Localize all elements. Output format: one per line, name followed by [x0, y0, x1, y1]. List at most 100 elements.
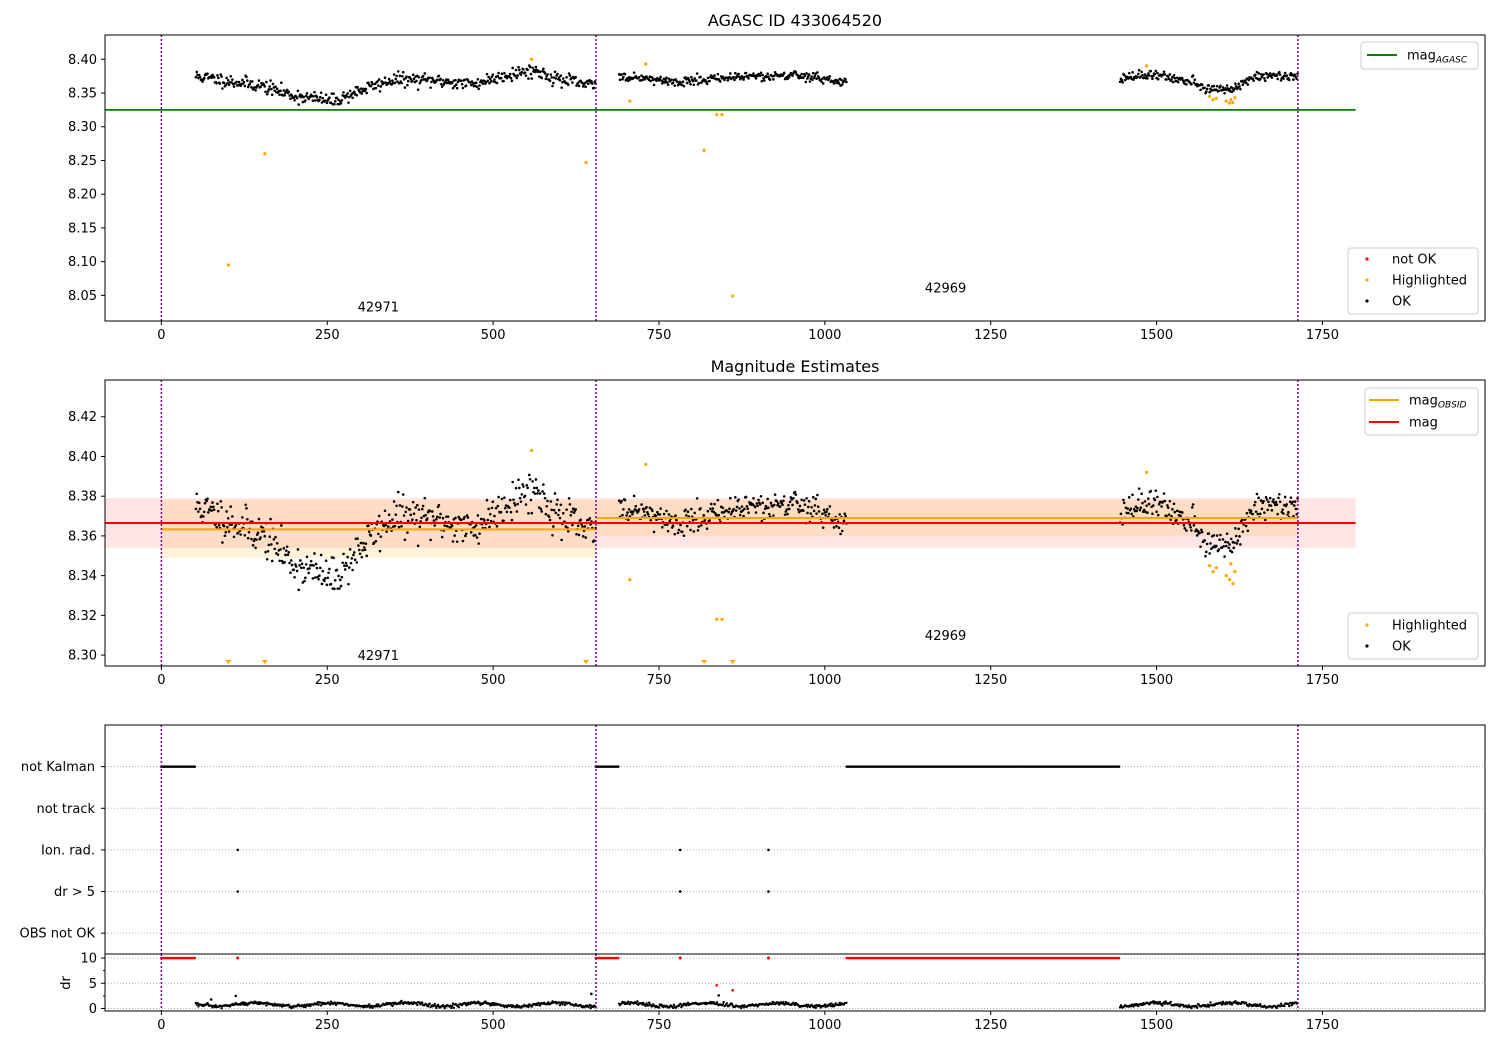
mid-xtick-label: 0 — [157, 673, 165, 688]
ok-point — [302, 566, 306, 569]
ok-point — [1146, 77, 1149, 80]
ok-point — [313, 552, 316, 555]
ok-point — [592, 86, 596, 90]
ok-point — [318, 574, 321, 577]
ok-point — [523, 494, 527, 498]
ok-point — [373, 82, 377, 86]
ok-point — [1192, 81, 1196, 84]
ok-point — [544, 512, 548, 516]
ok-point — [1137, 487, 1141, 490]
ok-point — [832, 526, 836, 529]
ok-point — [1215, 534, 1219, 537]
ok-point — [466, 78, 470, 82]
ok-point — [512, 498, 515, 502]
ok-point — [548, 518, 552, 522]
ok-point — [250, 86, 253, 89]
ok-point — [227, 83, 231, 87]
ok-point — [543, 72, 547, 75]
ok-point — [461, 539, 465, 543]
ok-point — [346, 92, 349, 95]
ok-point — [637, 75, 641, 79]
ok-point — [474, 524, 478, 527]
top-lower-legend-label: not OK — [1392, 253, 1437, 268]
ok-point — [377, 514, 381, 518]
ok-point — [356, 537, 359, 540]
ok-point — [729, 496, 732, 500]
ok-point — [1166, 506, 1170, 509]
ok-point — [1276, 512, 1279, 516]
ok-point — [333, 587, 336, 591]
ok-point — [752, 497, 755, 500]
ok-point — [1173, 76, 1177, 80]
top-xtick-label: 750 — [647, 328, 672, 343]
ok-point — [1268, 72, 1272, 75]
ok-point — [627, 508, 631, 511]
ok-point — [220, 75, 223, 78]
ok-point — [362, 546, 366, 549]
ok-point — [682, 534, 686, 537]
ok-point — [1233, 87, 1236, 90]
ok-point — [1170, 78, 1173, 81]
ok-point — [796, 501, 799, 505]
ok-point — [533, 492, 537, 495]
ok-point — [728, 75, 731, 79]
ok-point — [789, 496, 793, 499]
ok-point — [226, 525, 229, 529]
ok-point — [365, 554, 369, 558]
ok-point — [1208, 552, 1211, 555]
ok-point — [455, 540, 459, 543]
ok-point — [738, 507, 741, 510]
ok-point — [524, 503, 528, 506]
top-lower-legend-label: OK — [1392, 295, 1411, 310]
ok-point — [356, 85, 359, 89]
ok-point — [1237, 82, 1240, 86]
top-xtick-label: 250 — [315, 328, 340, 343]
ok-point — [359, 87, 363, 90]
ok-point — [681, 80, 685, 84]
ok-point — [400, 81, 403, 85]
ok-point — [828, 74, 832, 78]
ok-point — [488, 525, 491, 529]
highlighted-point — [1224, 99, 1228, 103]
ok-point — [1234, 84, 1238, 88]
ok-point — [569, 513, 573, 517]
ok-point — [1241, 83, 1245, 87]
ok-point — [800, 498, 803, 502]
panel-estimates-plot: 8.30 8.32 8.34 8.36 8.38 8.40 8.42 0 250 500 750 10… — [68, 380, 1479, 688]
highlighted-point — [584, 160, 588, 165]
ok-point — [539, 507, 543, 511]
ok-point — [224, 530, 228, 534]
ok-point — [1234, 527, 1237, 530]
ok-point — [1239, 87, 1242, 91]
ok-point — [1263, 77, 1266, 80]
dr-point — [1196, 1006, 1199, 1010]
ok-point — [791, 74, 794, 78]
ok-point — [637, 508, 641, 511]
ok-point — [649, 79, 652, 83]
ok-point — [1232, 546, 1236, 550]
ok-point — [1277, 496, 1280, 500]
ok-point — [416, 544, 420, 548]
ok-point — [811, 78, 814, 82]
ok-point — [1257, 496, 1260, 500]
ok-point — [489, 77, 492, 81]
ok-point — [493, 514, 496, 518]
ok-point — [695, 72, 699, 75]
ok-point — [703, 519, 706, 522]
ok-point — [761, 501, 764, 505]
ok-point — [665, 509, 668, 513]
dr-point — [739, 1006, 743, 1010]
ok-point — [1118, 80, 1122, 84]
ok-point — [560, 538, 563, 542]
ok-point — [801, 76, 805, 79]
panel-estimates-title: Magnitude Estimates — [711, 357, 880, 376]
mid-xtick-label: 750 — [647, 673, 672, 688]
ok-point — [376, 80, 379, 83]
ok-point — [1188, 523, 1192, 527]
ok-point — [289, 97, 292, 101]
ok-point — [666, 83, 670, 86]
ok-point — [505, 510, 509, 514]
ok-point — [239, 533, 242, 536]
ok-point — [1240, 79, 1244, 83]
ok-point — [232, 535, 236, 539]
